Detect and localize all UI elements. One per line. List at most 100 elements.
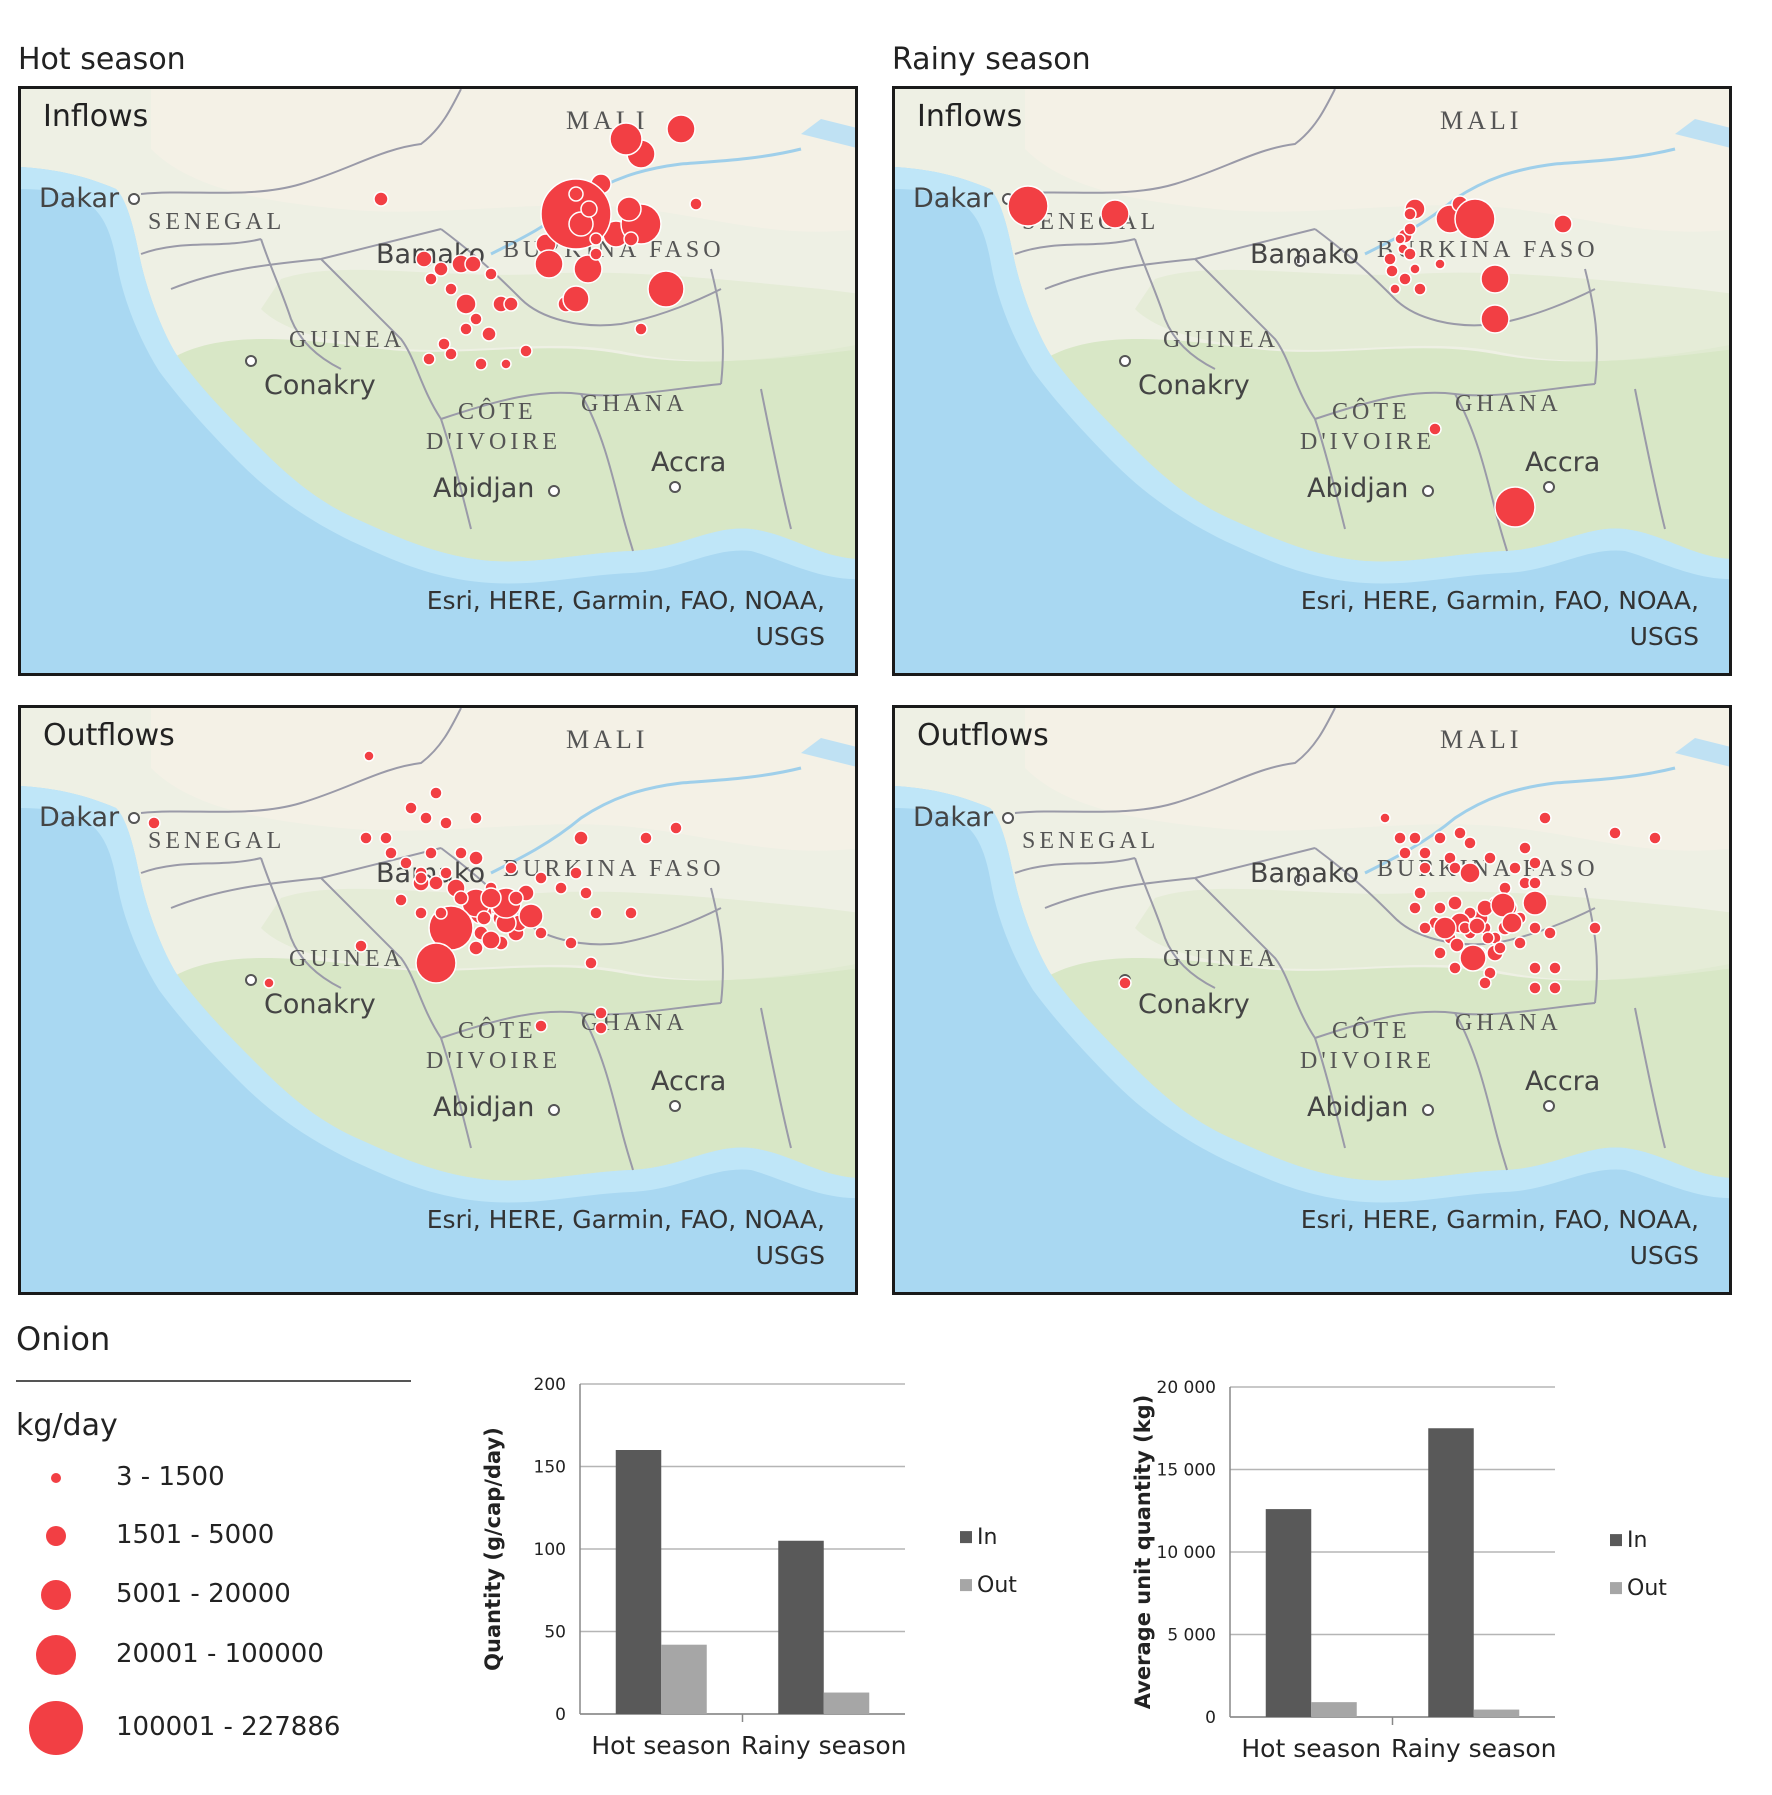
label-guinea: GUINEA bbox=[289, 327, 405, 353]
legend-symbol bbox=[29, 1701, 83, 1755]
label-cote1: CÔTE bbox=[1332, 1017, 1411, 1044]
flow-marker bbox=[373, 191, 389, 207]
legend-label: 3 - 1500 bbox=[116, 1462, 225, 1492]
legend-item: 1501 - 5000 bbox=[0, 1506, 400, 1566]
flow-marker bbox=[1413, 282, 1427, 296]
flow-marker bbox=[384, 846, 398, 860]
map-rainy-inflows[interactable]: MALI SENEGAL BURKINA FASO GUINEA CÔTE D'… bbox=[892, 86, 1732, 676]
legend-title: Onion bbox=[16, 1320, 111, 1358]
flow-marker bbox=[444, 282, 458, 296]
flow-marker bbox=[1522, 890, 1548, 916]
map-rainy-outflows[interactable]: MALI SENEGAL BURKINA FASO GUINEA CÔTE D'… bbox=[892, 705, 1732, 1295]
flow-marker bbox=[503, 296, 519, 312]
conakry-marker bbox=[245, 974, 257, 986]
flow-marker bbox=[1449, 937, 1465, 953]
flow-marker bbox=[1588, 921, 1602, 935]
legend-swatch-in bbox=[1610, 1534, 1622, 1547]
x-tick-label: Hot season bbox=[591, 1731, 731, 1760]
legend-symbol bbox=[41, 1580, 71, 1610]
flow-marker bbox=[453, 890, 469, 906]
legend-label: 1501 - 5000 bbox=[116, 1520, 275, 1550]
dakar-marker bbox=[128, 193, 140, 205]
flow-marker bbox=[1648, 831, 1662, 845]
flow-marker bbox=[1418, 846, 1432, 860]
flow-marker bbox=[379, 831, 393, 845]
flow-marker bbox=[666, 114, 696, 144]
bar-out bbox=[1473, 1709, 1520, 1717]
abidjan-marker bbox=[1422, 485, 1434, 497]
label-ghana: GHANA bbox=[1455, 391, 1562, 417]
label-guinea: GUINEA bbox=[1163, 946, 1279, 972]
flow-marker bbox=[419, 811, 433, 825]
bar-in bbox=[615, 1450, 662, 1714]
flow-marker bbox=[562, 285, 590, 313]
flow-marker bbox=[424, 846, 438, 860]
flow-marker bbox=[468, 850, 484, 866]
flow-marker bbox=[1553, 214, 1573, 234]
label-guinea: GUINEA bbox=[1163, 327, 1279, 353]
flow-marker bbox=[1538, 811, 1552, 825]
flow-marker bbox=[647, 270, 685, 308]
y-tick-label: 5 000 bbox=[1167, 1626, 1216, 1646]
flow-marker bbox=[1480, 304, 1510, 334]
flow-marker bbox=[1379, 812, 1391, 824]
flow-marker bbox=[519, 344, 533, 358]
legend-label-out: Out bbox=[977, 1573, 1017, 1598]
flow-marker bbox=[404, 801, 418, 815]
flow-marker bbox=[1448, 961, 1462, 975]
flow-marker bbox=[469, 811, 483, 825]
panel-label: Inflows bbox=[917, 99, 1023, 134]
flow-marker bbox=[518, 903, 544, 929]
y-tick-label: 10 000 bbox=[1157, 1543, 1216, 1563]
legend-label-out: Out bbox=[1627, 1576, 1667, 1601]
abidjan-marker bbox=[1422, 1104, 1434, 1116]
y-tick-label: 0 bbox=[1205, 1708, 1216, 1728]
legend-label-in: In bbox=[1627, 1528, 1647, 1553]
flow-marker bbox=[1007, 185, 1049, 227]
panel-label: Outflows bbox=[43, 718, 175, 753]
flow-marker bbox=[1428, 422, 1442, 436]
map-hot-outflows[interactable]: MALI SENEGAL BURKINA FASO GUINEA CÔTE D'… bbox=[18, 705, 858, 1295]
flow-marker bbox=[1433, 916, 1457, 940]
flow-marker bbox=[1528, 961, 1542, 975]
legend-swatch-out bbox=[960, 1579, 972, 1592]
label-conakry: Conakry bbox=[1138, 370, 1250, 401]
bar-out bbox=[1311, 1702, 1357, 1717]
flow-marker bbox=[399, 856, 413, 870]
flow-marker bbox=[569, 866, 583, 880]
flow-marker bbox=[263, 977, 275, 989]
flow-marker bbox=[1453, 826, 1467, 840]
flow-marker bbox=[437, 337, 451, 351]
flow-marker bbox=[474, 357, 488, 371]
label-mali: MALI bbox=[566, 725, 648, 754]
flow-marker bbox=[1385, 264, 1399, 278]
bamako-marker bbox=[1294, 874, 1306, 886]
label-ghana: GHANA bbox=[1455, 1010, 1562, 1036]
flow-marker bbox=[1463, 836, 1477, 850]
x-tick-label: Hot season bbox=[1241, 1734, 1381, 1763]
flow-marker bbox=[422, 352, 436, 366]
unit-quantity-bar-chart: 0 5 000 10 000 15 000 20 000 Hot season Rainy … bbox=[1131, 1378, 1667, 1763]
flow-marker bbox=[1513, 936, 1527, 950]
flow-marker bbox=[579, 886, 593, 900]
flow-marker bbox=[589, 232, 603, 246]
label-abidjan: Abidjan bbox=[433, 473, 534, 504]
flow-marker bbox=[1481, 931, 1495, 945]
label-cote2: D'IVOIRE bbox=[426, 429, 561, 455]
flow-marker bbox=[476, 910, 492, 926]
flow-marker bbox=[1528, 856, 1542, 870]
flow-marker bbox=[414, 906, 428, 920]
bar-out bbox=[823, 1692, 870, 1714]
flow-marker bbox=[1398, 272, 1412, 286]
attribution: Esri, HERE, Garmin, FAO, NOAA, USGS bbox=[426, 586, 825, 651]
map-hot-inflows[interactable]: MALI SENEGAL BURKINA FASO GUINEA CÔTE D'… bbox=[18, 86, 858, 676]
flow-marker bbox=[1434, 258, 1446, 270]
flow-marker bbox=[1433, 831, 1447, 845]
flow-marker bbox=[428, 875, 444, 891]
accra-marker bbox=[1543, 481, 1555, 493]
flow-marker bbox=[147, 816, 161, 830]
flow-marker bbox=[1433, 901, 1447, 915]
legend-label: 5001 - 20000 bbox=[116, 1579, 291, 1609]
flow-marker bbox=[589, 906, 603, 920]
flow-marker bbox=[1498, 881, 1512, 895]
